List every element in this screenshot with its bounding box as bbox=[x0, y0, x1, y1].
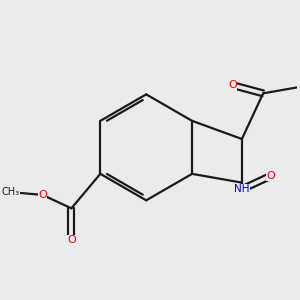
Text: NH: NH bbox=[234, 184, 249, 194]
Text: O: O bbox=[266, 171, 275, 181]
Text: CH₃: CH₃ bbox=[2, 187, 20, 197]
Text: O: O bbox=[67, 235, 76, 245]
Text: O: O bbox=[228, 80, 237, 90]
Text: O: O bbox=[38, 190, 47, 200]
